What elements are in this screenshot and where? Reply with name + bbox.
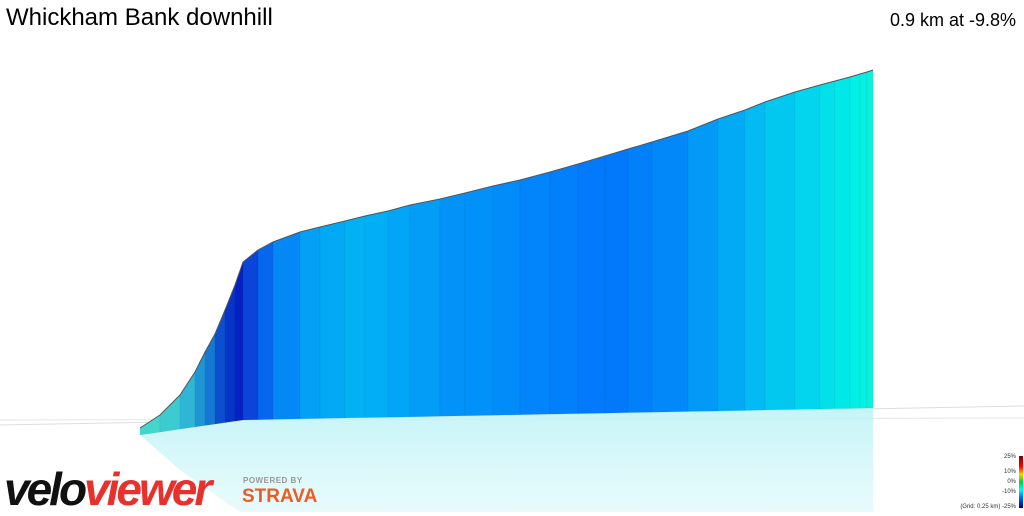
profile-segment [234, 261, 244, 422]
logo-left: velo [4, 463, 87, 515]
legend-grid-note: (Grid: 0.25 km) -25% [960, 504, 1016, 510]
profile-segment [577, 155, 606, 414]
profile-segment [717, 109, 746, 412]
profile-segment [764, 91, 796, 411]
summary: 0.9 km at -9.8% [889, 10, 1016, 30]
profile-segment [834, 76, 851, 409]
title: Whickham Bank downhill [6, 4, 273, 31]
profile-segment [387, 204, 411, 418]
legend-label: -10% [1001, 489, 1016, 495]
profile-segment [687, 118, 719, 412]
profile-segments [139, 69, 874, 436]
legend-label: 10% [1003, 469, 1016, 475]
profile-segment [364, 210, 389, 418]
profile-segment [214, 309, 226, 425]
logo-right: viewer [84, 463, 212, 515]
profile-segment [344, 215, 366, 419]
profile-segment [519, 171, 551, 415]
profile-segment [794, 84, 821, 410]
profile-segment [139, 414, 161, 436]
profile-segment [159, 394, 181, 433]
partner-logo: STRAVA [242, 486, 318, 507]
profile-segment [242, 249, 259, 421]
profile-segment [409, 198, 441, 418]
gradient-scale [1019, 456, 1023, 508]
profile-segment [492, 179, 521, 416]
logo: veloviewer [4, 462, 212, 516]
profile-segment [859, 71, 868, 409]
profile-segment [439, 192, 466, 417]
profile-segment [651, 130, 689, 413]
legend-label: 25% [1003, 454, 1016, 460]
profile-segment [549, 163, 579, 415]
profile-segment [204, 333, 216, 426]
profile-segment [866, 69, 874, 409]
profile-segment [744, 101, 766, 411]
profile-segment [849, 73, 861, 409]
profile-segment [819, 80, 836, 410]
profile-segment [604, 148, 629, 414]
profile-segment [257, 241, 274, 420]
profile-segment [319, 220, 346, 419]
profile-edge [139, 69, 874, 429]
profile-segment [627, 141, 653, 413]
reflection [140, 408, 873, 512]
powered-by: POWERED BY [243, 476, 303, 485]
legend-label: 0% [1007, 479, 1016, 485]
profile-segment [179, 371, 196, 430]
profile-segment [464, 185, 494, 417]
profile-segment [194, 351, 206, 428]
profile-segment [272, 231, 301, 420]
profile-segment [299, 226, 321, 420]
